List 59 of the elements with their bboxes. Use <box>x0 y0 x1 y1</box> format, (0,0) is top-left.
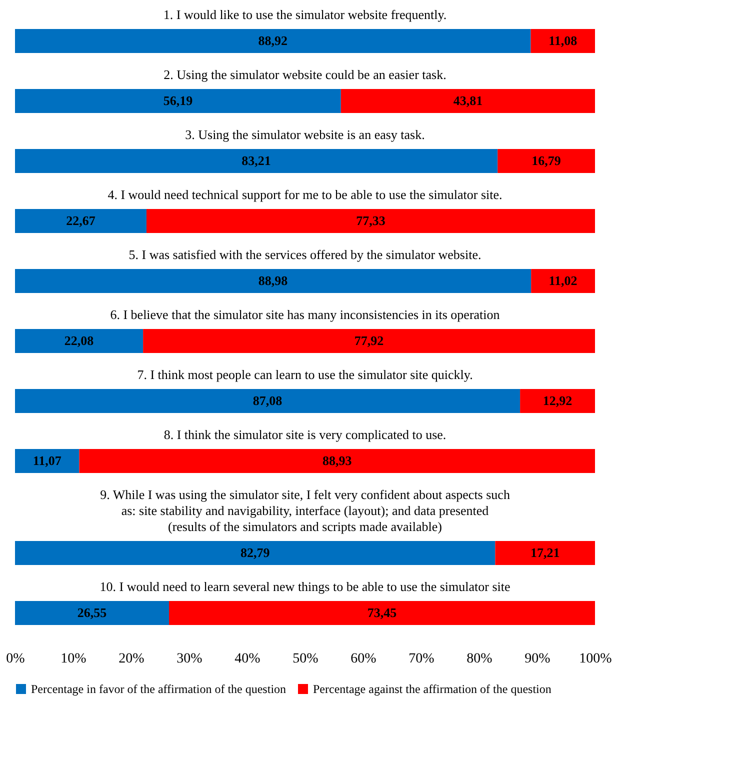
data-label: 88,92 <box>258 33 288 48</box>
data-label: 22,67 <box>66 213 96 228</box>
x-tick-label: 90% <box>524 652 551 666</box>
data-label: 16,79 <box>532 153 562 168</box>
bar <box>15 329 144 353</box>
bar <box>15 389 520 413</box>
data-label: 11,08 <box>548 33 578 48</box>
bar <box>498 149 595 173</box>
y-tick-label: 2. Using the simulator website could be an easier task. <box>164 67 446 82</box>
data-label: 88,93 <box>322 453 352 468</box>
data-label: 43,81 <box>453 93 483 108</box>
bar <box>15 149 498 173</box>
data-label: 17,21 <box>530 545 560 560</box>
bar <box>531 269 595 293</box>
data-label: 77,33 <box>356 213 386 228</box>
bar <box>15 449 80 473</box>
data-label: 11,07 <box>32 453 62 468</box>
bar <box>530 29 595 53</box>
bar <box>340 89 595 113</box>
data-label: 12,92 <box>542 393 572 408</box>
data-label: 26,55 <box>77 605 108 620</box>
y-tick-label: 3. Using the simulator website is an easy task. <box>185 127 425 142</box>
x-tick-label: 0% <box>6 652 26 666</box>
x-tick-label: 80% <box>466 652 493 666</box>
bar <box>520 389 595 413</box>
y-tick-label: 10. I would need to learn several new things to be able to use the simulator site <box>100 579 510 594</box>
y-tick-label: 9. While I was using the simulator site, I felt very confident about aspects such as: site stability and navigability, interface (layout); and data presented (results of the simulators and scripts made available) <box>100 487 510 534</box>
x-tick-label: 20% <box>118 652 145 666</box>
x-tick-label: 60% <box>350 652 377 666</box>
x-tick-label: 40% <box>234 652 261 666</box>
data-label: 82,79 <box>240 545 270 560</box>
y-tick-label: 5. I was satisfied with the services offered by the simulator website. <box>128 247 482 262</box>
y-tick-label: 8. I think the simulator site is very complicated to use. <box>164 427 446 442</box>
bar <box>146 209 595 233</box>
bar <box>15 29 531 53</box>
data-label: 11,02 <box>548 273 578 288</box>
data-label: 77,92 <box>354 333 384 348</box>
bar <box>15 269 532 293</box>
data-label: 56,19 <box>163 93 194 108</box>
x-tick-label: 100% <box>579 652 612 666</box>
data-label: 88,98 <box>258 273 288 288</box>
x-tick-label: 30% <box>176 652 203 666</box>
bar <box>143 329 595 353</box>
data-label: 87,08 <box>252 393 283 408</box>
y-tick-label: 4. I would need technical support for me to be able to use the simulator site. <box>108 187 502 202</box>
x-tick-label: 10% <box>60 652 87 666</box>
data-label: 22,08 <box>64 333 94 348</box>
legend-label: Percentage against the affirmation of the question <box>313 682 552 696</box>
legend-label: Percentage in favor of the affirmation of the question <box>31 682 286 696</box>
y-tick-label: 7. I think most people can learn to use the simulator site quickly. <box>137 367 473 382</box>
bar <box>79 449 595 473</box>
x-tick-label: 50% <box>292 652 319 666</box>
data-label: 73,45 <box>367 605 398 620</box>
data-label: 83,21 <box>242 153 271 168</box>
bar <box>15 209 146 233</box>
x-tick-label: 70% <box>408 652 435 666</box>
bar <box>15 89 341 113</box>
y-tick-label: 6. I believe that the simulator site has many inconsistencies in its operation <box>110 307 500 322</box>
y-tick-label: 1. I would like to use the simulator website frequently. <box>163 7 447 22</box>
